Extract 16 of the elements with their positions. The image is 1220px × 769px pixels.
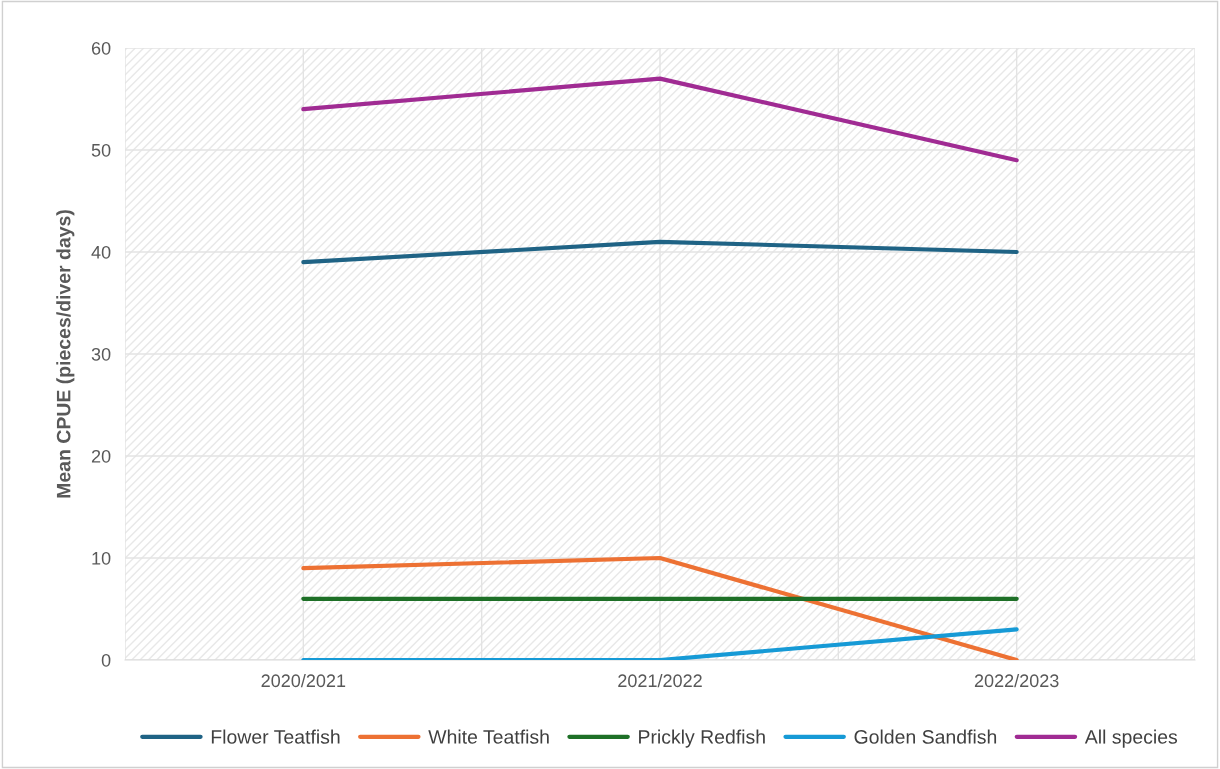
y-axis-title: Mean CPUE (pieces/diver days) <box>56 210 75 498</box>
x-tick-label: 2020/2021 <box>261 673 346 688</box>
y-tick-label: 10 <box>92 551 111 565</box>
x-tick-label: 2021/2022 <box>618 673 702 688</box>
x-tick-label: 2022/2023 <box>974 673 1059 688</box>
legend-label: All species <box>1084 729 1178 748</box>
legend-label: Prickly Redfish <box>639 729 765 748</box>
y-tick-label: 30 <box>91 347 111 361</box>
legend-label: White Teatfish <box>428 729 549 744</box>
y-tick-label: 40 <box>91 245 111 259</box>
legend-label: Golden Sandfish <box>854 729 997 744</box>
y-tick-label: 0 <box>101 653 111 667</box>
y-tick-label: 20 <box>91 449 111 463</box>
y-tick-label: 60 <box>91 41 111 55</box>
y-tick-label: 50 <box>91 143 111 157</box>
legend-label: Flower Teatfish <box>211 729 340 744</box>
